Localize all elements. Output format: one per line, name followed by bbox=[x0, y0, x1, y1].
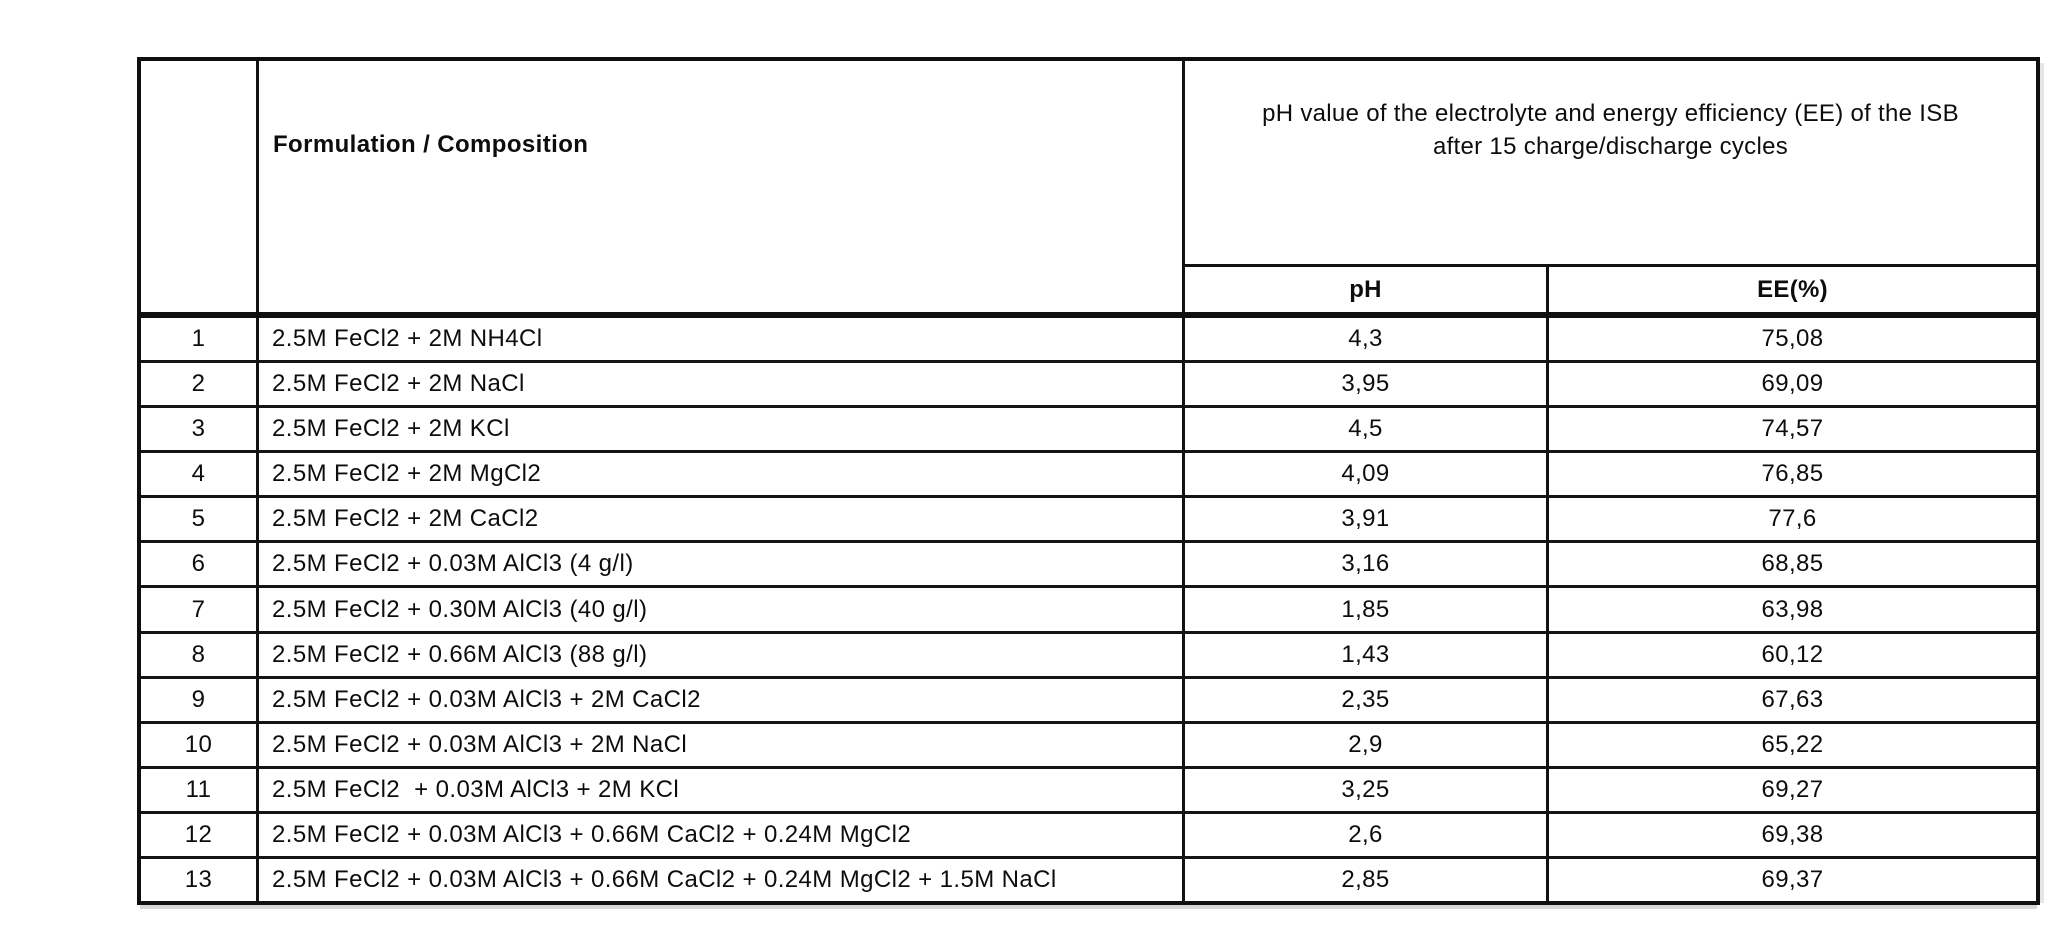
ph-value-cell: 3,95 bbox=[1185, 363, 1549, 406]
table-row: 2 2.5M FeCl2 + 2M NaCl 3,95 69,09 bbox=[141, 360, 2036, 406]
ph-value-cell: 3,16 bbox=[1185, 543, 1549, 586]
formulation-results-table: Formulation / Composition pH value of th… bbox=[137, 57, 2040, 905]
group-header-line2: after 15 charge/discharge cycles bbox=[1432, 132, 1789, 160]
ee-column-header: EE(%) bbox=[1757, 275, 1828, 303]
formulation-cell: 2.5M FeCl2 + 0.03M AlCl3 + 2M NaCl bbox=[259, 723, 1185, 766]
formulation-cell: 2.5M FeCl2 + 2M CaCl2 bbox=[259, 498, 1185, 541]
table-row: 11 2.5M FeCl2 + 0.03M AlCl3 + 2M KCl 3,2… bbox=[141, 765, 2036, 811]
ph-value-cell: 3,25 bbox=[1185, 768, 1549, 811]
group-header-line1: pH value of the electrolyte and energy e… bbox=[1262, 100, 1959, 128]
ee-value-cell: 75,08 bbox=[1761, 325, 1824, 353]
ph-value-cell: 1,43 bbox=[1185, 633, 1549, 676]
formulation-cell: 2.5M FeCl2 + 0.03M AlCl3 (4 g/l) bbox=[259, 543, 1185, 586]
table-row: 10 2.5M FeCl2 + 0.03M AlCl3 + 2M NaCl 2,… bbox=[141, 720, 2036, 766]
header-corner-cell bbox=[141, 61, 259, 312]
ee-value-cell: 76,85 bbox=[1761, 460, 1824, 488]
ee-value-cell: 69,09 bbox=[1761, 370, 1824, 398]
ee-value-cell: 63,98 bbox=[1761, 595, 1824, 623]
formulation-cell: 2.5M FeCl2 + 0.30M AlCl3 (40 g/l) bbox=[259, 588, 1185, 631]
ee-value-cell: 60,12 bbox=[1761, 640, 1824, 668]
ee-value-cell: 69,38 bbox=[1761, 820, 1824, 848]
row-number-cell: 4 bbox=[141, 453, 259, 496]
formulation-column-header: Formulation / Composition bbox=[273, 130, 589, 158]
row-number-cell: 12 bbox=[141, 813, 259, 856]
ph-column-header: pH bbox=[1185, 267, 1549, 312]
ee-value-cell: 68,85 bbox=[1761, 550, 1824, 578]
header-formulation-cell: Formulation / Composition bbox=[259, 61, 1185, 312]
ee-value-cell: 69,37 bbox=[1761, 865, 1824, 893]
ee-value-cell: 69,27 bbox=[1761, 775, 1824, 803]
ee-value-cell: 65,22 bbox=[1761, 730, 1824, 758]
row-number-cell: 6 bbox=[141, 543, 259, 586]
ph-value-cell: 1,85 bbox=[1185, 588, 1549, 631]
row-number-cell: 2 bbox=[141, 363, 259, 406]
table-row: 8 2.5M FeCl2 + 0.66M AlCl3 (88 g/l) 1,43… bbox=[141, 630, 2036, 676]
table-row: 5 2.5M FeCl2 + 2M CaCl2 3,91 77,6 bbox=[141, 495, 2036, 541]
row-number-cell: 11 bbox=[141, 768, 259, 811]
formulation-cell: 2.5M FeCl2 + 0.03M AlCl3 + 2M CaCl2 bbox=[259, 678, 1185, 721]
ph-value-cell: 4,5 bbox=[1185, 408, 1549, 451]
table-row: 1 2.5M FeCl2 + 2M NH4Cl 4,3 75,08 bbox=[141, 318, 2036, 361]
row-number-cell: 3 bbox=[141, 408, 259, 451]
ph-value-cell: 3,91 bbox=[1185, 498, 1549, 541]
table-row: 6 2.5M FeCl2 + 0.03M AlCl3 (4 g/l) 3,16 … bbox=[141, 540, 2036, 586]
row-number-cell: 5 bbox=[141, 498, 259, 541]
table-row: 7 2.5M FeCl2 + 0.30M AlCl3 (40 g/l) 1,85… bbox=[141, 585, 2036, 631]
ph-value-cell: 2,35 bbox=[1185, 678, 1549, 721]
formulation-cell: 2.5M FeCl2 + 2M MgCl2 bbox=[259, 453, 1185, 496]
ph-value-cell: 2,9 bbox=[1185, 723, 1549, 766]
row-number-cell: 8 bbox=[141, 633, 259, 676]
header-group-cell: pH value of the electrolyte and energy e… bbox=[1185, 61, 2036, 267]
formulation-cell: 2.5M FeCl2 + 2M NH4Cl bbox=[259, 318, 1185, 361]
formulation-cell: 2.5M FeCl2 + 0.03M AlCl3 + 2M KCl bbox=[259, 768, 1185, 811]
row-number-cell: 10 bbox=[141, 723, 259, 766]
table-header: Formulation / Composition pH value of th… bbox=[141, 61, 2036, 318]
ee-value-cell: 74,57 bbox=[1761, 415, 1824, 443]
ph-value-cell: 4,3 bbox=[1185, 318, 1549, 361]
table-body: 1 2.5M FeCl2 + 2M NH4Cl 4,3 75,08 2 2.5M… bbox=[141, 318, 2036, 902]
table-row: 13 2.5M FeCl2 + 0.03M AlCl3 + 0.66M CaCl… bbox=[141, 855, 2036, 902]
row-number-cell: 13 bbox=[141, 858, 259, 902]
row-number-cell: 7 bbox=[141, 588, 259, 631]
formulation-cell: 2.5M FeCl2 + 0.03M AlCl3 + 0.66M CaCl2 +… bbox=[259, 813, 1185, 856]
formulation-cell: 2.5M FeCl2 + 2M KCl bbox=[259, 408, 1185, 451]
table-row: 12 2.5M FeCl2 + 0.03M AlCl3 + 0.66M CaCl… bbox=[141, 810, 2036, 856]
row-number-cell: 9 bbox=[141, 678, 259, 721]
table-row: 4 2.5M FeCl2 + 2M MgCl2 4,09 76,85 bbox=[141, 450, 2036, 496]
formulation-cell: 2.5M FeCl2 + 0.66M AlCl3 (88 g/l) bbox=[259, 633, 1185, 676]
table-row: 9 2.5M FeCl2 + 0.03M AlCl3 + 2M CaCl2 2,… bbox=[141, 675, 2036, 721]
table-row: 3 2.5M FeCl2 + 2M KCl 4,5 74,57 bbox=[141, 405, 2036, 451]
ph-value-cell: 2,6 bbox=[1185, 813, 1549, 856]
formulation-cell: 2.5M FeCl2 + 0.03M AlCl3 + 0.66M CaCl2 +… bbox=[259, 858, 1185, 902]
ph-value-cell: 2,85 bbox=[1185, 858, 1549, 902]
ee-value-cell: 67,63 bbox=[1761, 685, 1824, 713]
formulation-cell: 2.5M FeCl2 + 2M NaCl bbox=[259, 363, 1185, 406]
row-number-cell: 1 bbox=[141, 318, 259, 361]
ph-value-cell: 4,09 bbox=[1185, 453, 1549, 496]
ee-value-cell: 77,6 bbox=[1768, 505, 1817, 533]
